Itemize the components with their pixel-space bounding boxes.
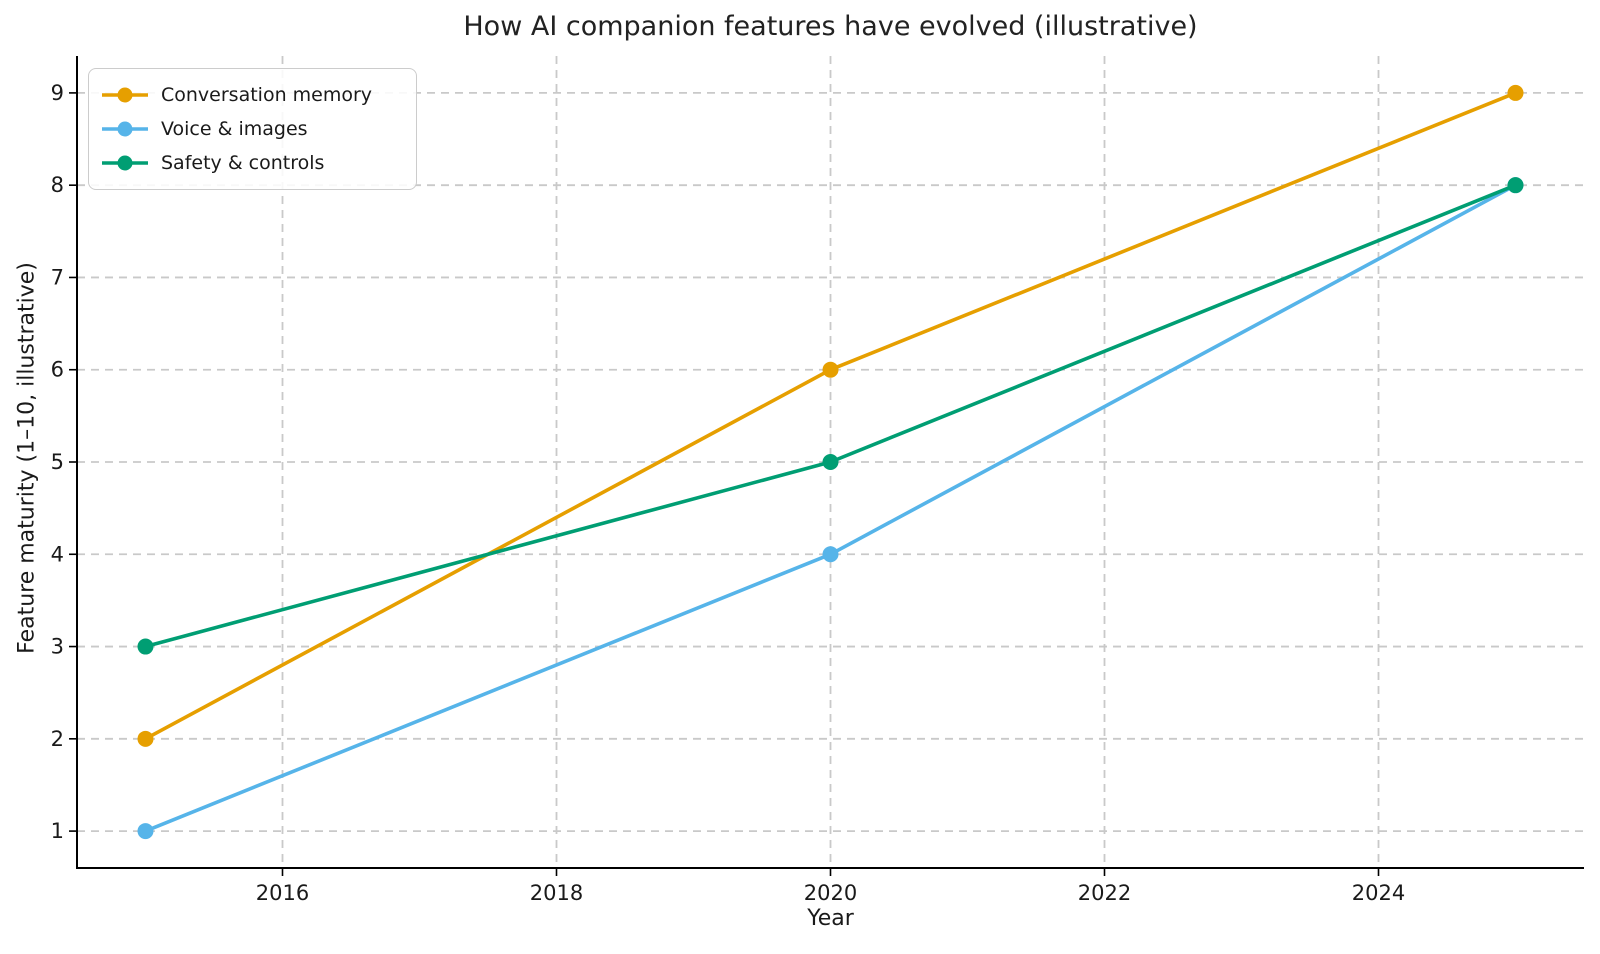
chart-title: How AI companion features have evolved (… xyxy=(463,11,1198,42)
x-tick-label: 2024 xyxy=(1352,881,1405,905)
y-tick-label: 2 xyxy=(51,727,64,751)
legend-item: Safety & controls xyxy=(101,146,402,180)
data-point-safety-controls xyxy=(822,454,839,470)
y-tick-label: 1 xyxy=(51,819,64,843)
x-tick-label: 2018 xyxy=(530,881,583,905)
data-point-safety-controls xyxy=(137,638,154,655)
y-tick-label: 4 xyxy=(51,542,64,566)
legend: Conversation memory Voice & images Safety … xyxy=(88,68,417,190)
data-point-conversation-memory xyxy=(822,361,839,378)
legend-item: Voice & images xyxy=(101,112,402,146)
y-tick-label: 3 xyxy=(51,635,64,659)
legend-label: Safety & controls xyxy=(161,152,325,174)
data-point-voice-images xyxy=(822,546,839,563)
x-tick-label: 2016 xyxy=(256,881,309,905)
legend-line-marker-icon xyxy=(102,155,148,171)
data-point-voice-images xyxy=(137,823,154,840)
x-tick-label: 2022 xyxy=(1078,881,1131,905)
x-axis-label: Year xyxy=(807,906,854,931)
legend-label: Voice & images xyxy=(161,118,308,140)
legend-line-marker-icon xyxy=(102,121,148,137)
data-point-conversation-memory xyxy=(137,730,154,747)
y-tick-label: 6 xyxy=(51,358,64,382)
x-tick-label: 2020 xyxy=(804,881,857,905)
legend-item: Conversation memory xyxy=(101,78,402,112)
legend-label: Conversation memory xyxy=(161,84,373,106)
y-tick-label: 5 xyxy=(51,450,64,474)
y-axis-label: Feature maturity (1–10, illustrative) xyxy=(14,262,40,654)
data-point-conversation-memory xyxy=(1507,84,1524,101)
y-tick-label: 7 xyxy=(51,265,64,289)
y-tick-label: 8 xyxy=(51,173,64,197)
data-point-safety-controls xyxy=(1507,177,1524,194)
y-tick-label: 9 xyxy=(51,81,64,105)
legend-line-marker-icon xyxy=(102,87,148,103)
